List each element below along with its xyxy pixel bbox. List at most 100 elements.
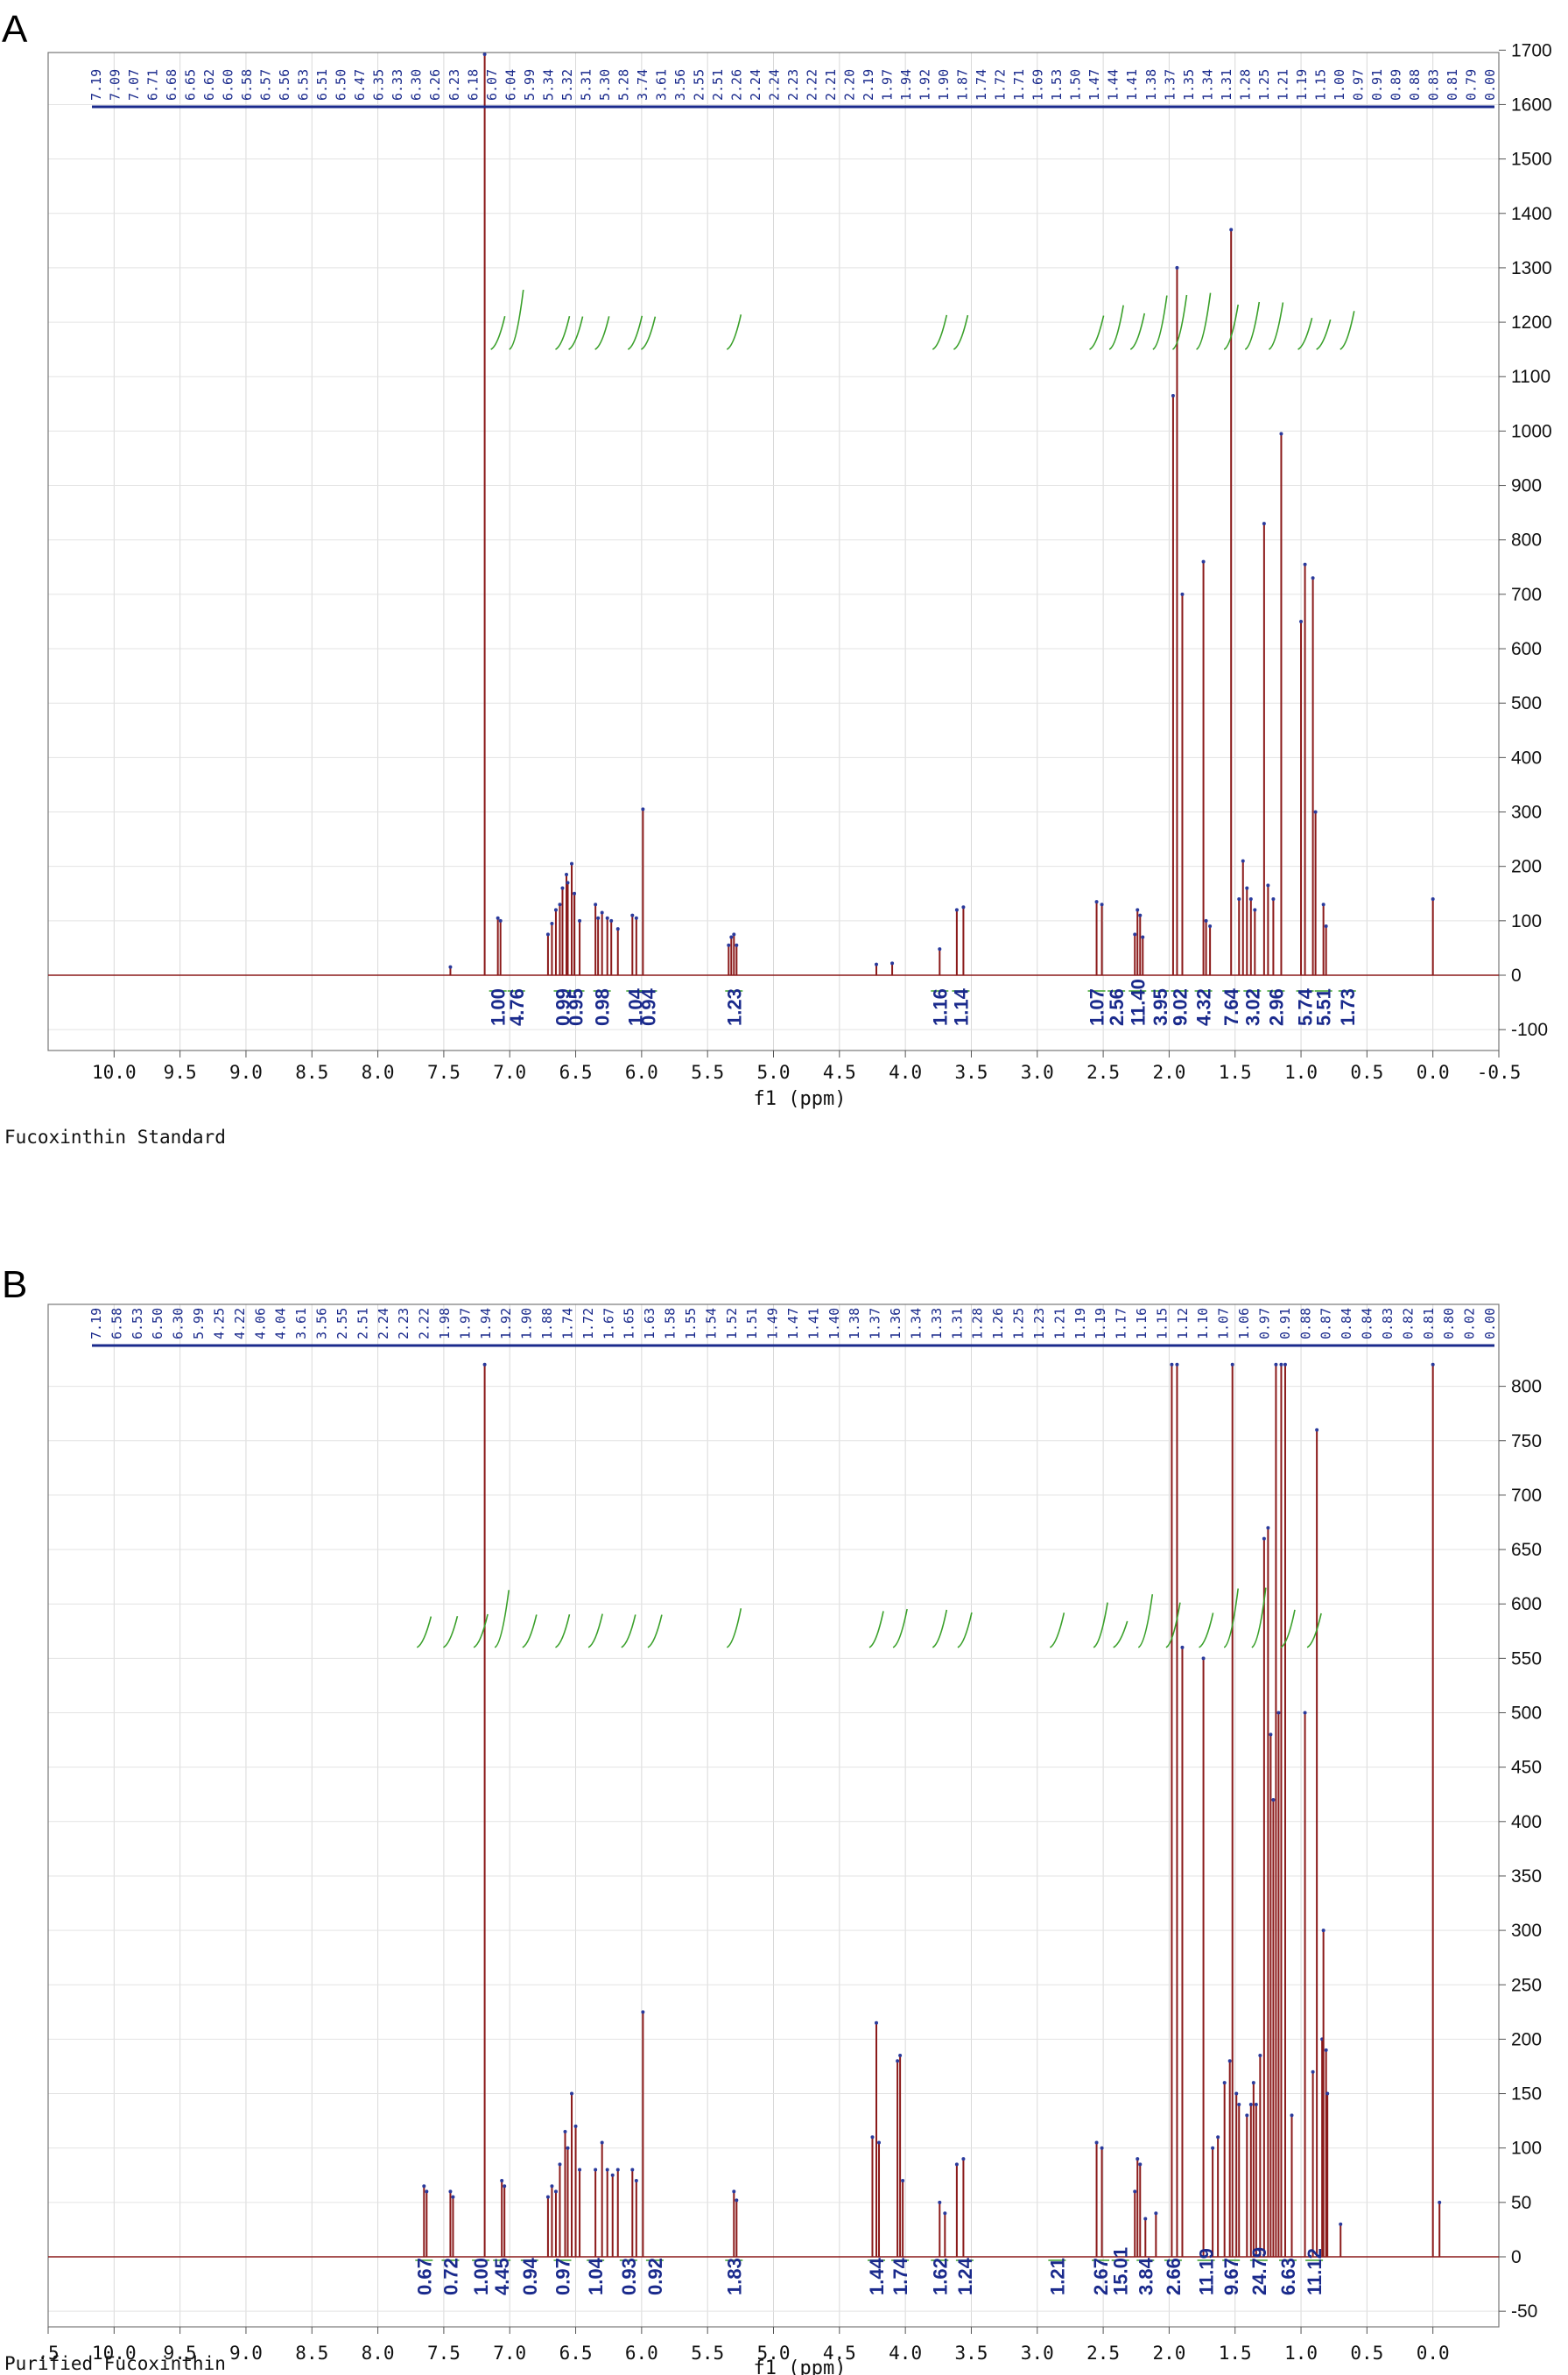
integral-value: 3.84 <box>1135 2257 1157 2295</box>
peak-marker <box>605 2168 609 2172</box>
integral-value: 1.73 <box>1337 988 1359 1026</box>
peak-marker <box>641 2010 645 2014</box>
peak-marker <box>954 908 959 912</box>
y-tick-label: 1700 <box>1511 40 1552 60</box>
peak-shift-label: 1.38 <box>847 1308 862 1339</box>
peak-shift-label: 1.72 <box>580 1308 596 1339</box>
integral-curve <box>1113 1620 1129 1648</box>
panel-label: B <box>2 1263 27 1306</box>
peak-marker <box>570 2091 574 2096</box>
peak-marker <box>938 947 942 952</box>
peak-marker <box>1245 2113 1249 2118</box>
peak-shift-label: 1.98 <box>437 1308 453 1339</box>
peak-marker <box>451 2195 455 2199</box>
x-tick-label: 6.5 <box>559 1062 593 1083</box>
integral-curve <box>953 314 969 350</box>
integral-curve <box>416 1616 432 1648</box>
peak-shift-label: 1.23 <box>1031 1308 1047 1339</box>
integral-value: 0.72 <box>439 2258 461 2295</box>
peak-marker <box>553 908 558 912</box>
peak-marker <box>1170 1362 1174 1367</box>
peak-shift-label: 6.50 <box>334 69 349 101</box>
peak-shift-label: 4.25 <box>211 1308 227 1339</box>
peak-shift-label: 1.67 <box>601 1308 616 1339</box>
peak-shift-label: 6.18 <box>465 69 481 101</box>
integral-curve <box>1199 1613 1214 1648</box>
integral-value: 0.94 <box>519 2257 541 2295</box>
peak-shift-label: 6.30 <box>409 69 425 101</box>
peak-shift-label: 1.97 <box>457 1308 473 1339</box>
integral-value: 4.32 <box>1193 988 1215 1026</box>
integral-value: 2.56 <box>1106 988 1128 1026</box>
peak-marker <box>1248 896 1253 901</box>
peak-shift-label: 4.22 <box>232 1308 248 1339</box>
peak-marker <box>1251 2081 1255 2085</box>
peak-marker <box>1245 886 1249 890</box>
peak-marker <box>729 935 734 939</box>
peak-marker <box>1438 2200 1442 2204</box>
x-tick-label: 7.0 <box>493 2343 526 2364</box>
peak-shift-label: 1.63 <box>642 1308 657 1339</box>
x-tick-label: -0.5 <box>1477 1062 1522 1083</box>
peak-shift-label: 7.09 <box>108 69 123 101</box>
peak-marker <box>1208 924 1213 929</box>
peak-marker <box>634 2178 638 2182</box>
peak-shift-label: 1.25 <box>1256 69 1272 101</box>
peak-marker <box>1266 1526 1270 1530</box>
peak-marker <box>1431 1362 1435 1367</box>
x-tick-label: 8.5 <box>295 1062 328 1083</box>
peak-shift-label: 0.87 <box>1318 1308 1334 1339</box>
peak-marker <box>1216 2135 1220 2140</box>
peak-shift-label: 1.47 <box>1086 69 1102 101</box>
integral-value: 11.40 <box>1127 979 1149 1026</box>
x-tick-label: 5.0 <box>757 2343 791 2364</box>
peak-marker <box>874 962 878 966</box>
peak-shift-label: 6.60 <box>221 69 236 101</box>
peak-marker <box>938 2200 942 2204</box>
y-tick-label: 700 <box>1511 585 1542 605</box>
peak-shift-label: 1.21 <box>1275 69 1290 101</box>
peak-marker <box>1299 619 1304 623</box>
peak-marker <box>1222 2081 1227 2085</box>
peak-marker <box>898 2054 903 2058</box>
y-tick-label: 800 <box>1511 1377 1542 1397</box>
integral-curve <box>509 289 524 350</box>
peak-marker <box>1303 1711 1307 1715</box>
peak-marker <box>500 2178 504 2182</box>
peak-marker <box>570 861 574 866</box>
integral-value: 1.00 <box>488 988 510 1026</box>
peak-shift-label: 5.32 <box>559 69 575 101</box>
peak-shift-label: 4.04 <box>273 1308 289 1339</box>
peak-marker <box>596 916 601 920</box>
integral-curve <box>932 1609 948 1648</box>
peak-shift-label: 0.79 <box>1463 69 1479 101</box>
x-tick-label: 3.5 <box>954 2343 988 2364</box>
integral-value: 9.67 <box>1220 2258 1242 2295</box>
peak-marker <box>578 2168 582 2172</box>
peak-shift-label: 1.50 <box>1068 69 1084 101</box>
y-tick-label: 1000 <box>1511 421 1552 441</box>
integral-curve <box>1089 315 1105 350</box>
peak-marker <box>1133 2189 1137 2194</box>
peak-marker <box>594 903 598 907</box>
integral-value: 0.67 <box>413 2258 435 2295</box>
peak-marker <box>1271 1797 1276 1802</box>
peak-marker <box>1175 265 1179 270</box>
peak-shift-label: 6.33 <box>390 69 405 101</box>
peak-shift-label: 2.24 <box>766 69 782 101</box>
integral-curve <box>640 316 657 350</box>
peak-shift-label: 1.92 <box>498 1308 514 1339</box>
integral-curve <box>555 1613 571 1648</box>
peak-marker <box>961 905 966 910</box>
integral-value: 5.74 <box>1295 987 1317 1026</box>
peak-shift-label: 7.19 <box>88 69 104 101</box>
peak-shift-label: 1.28 <box>1237 69 1253 101</box>
peak-marker <box>565 873 569 877</box>
integral-curve <box>1223 304 1239 350</box>
x-tick-label: 4.5 <box>823 2343 856 2364</box>
peak-marker <box>1303 562 1307 566</box>
x-tick-label: 9.0 <box>229 1062 263 1083</box>
spectrum-series <box>48 53 1499 976</box>
x-tick-label: 4.0 <box>889 2343 922 2364</box>
peak-marker <box>735 943 739 947</box>
